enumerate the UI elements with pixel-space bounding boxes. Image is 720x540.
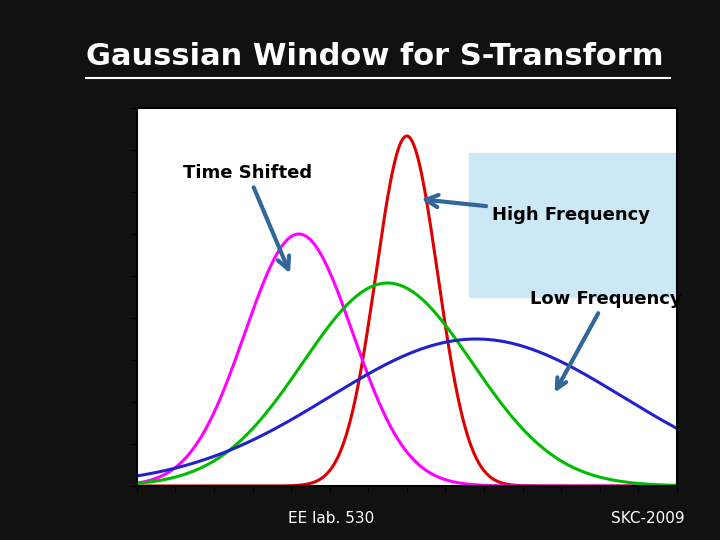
Bar <box>469 153 677 297</box>
Text: Time Shifted: Time Shifted <box>183 164 312 269</box>
Text: Gaussian Window for S-Transform: Gaussian Window for S-Transform <box>86 42 663 71</box>
Text: SKC-2009: SKC-2009 <box>611 511 685 526</box>
Text: EE lab. 530: EE lab. 530 <box>288 511 374 526</box>
Text: High Frequency: High Frequency <box>426 195 649 224</box>
Text: Low Frequency: Low Frequency <box>530 290 682 388</box>
